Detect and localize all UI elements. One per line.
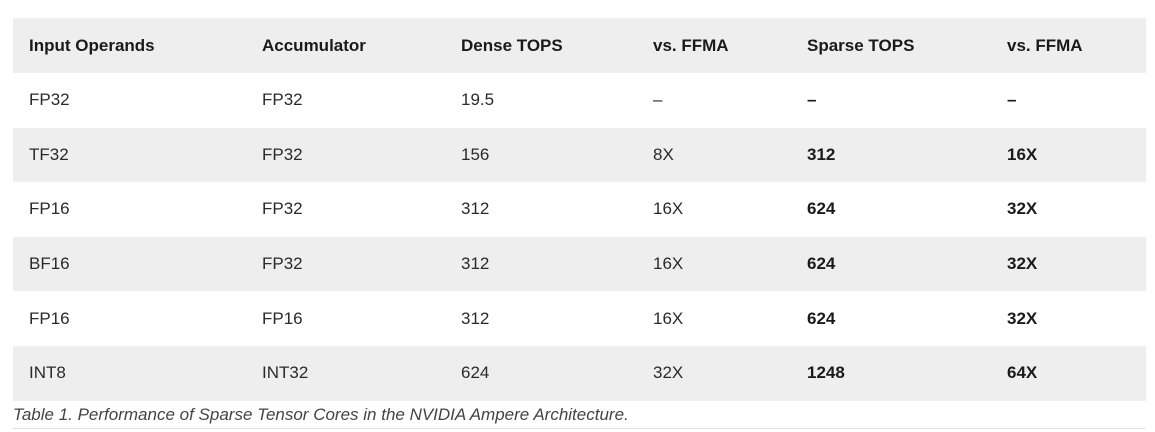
table-caption: Table 1. Performance of Sparse Tensor Co…	[13, 405, 629, 424]
header-dense-tops: Dense TOPS	[461, 35, 563, 55]
table-row: INT8 INT32 624 32X 1248 64X	[13, 345, 1146, 401]
cell-input-operands: FP16	[29, 308, 70, 328]
caption-divider	[13, 428, 1146, 429]
cell-dense-vs-ffma: 8X	[653, 144, 674, 164]
header-sparse-tops: Sparse TOPS	[807, 35, 915, 55]
cell-dense-tops: 624	[461, 363, 490, 383]
header-dense-vs-ffma: vs. FFMA	[653, 35, 729, 55]
performance-table-container: Input Operands Accumulator Dense TOPS vs…	[13, 18, 1146, 401]
cell-sparse-vs-ffma: 32X	[1007, 199, 1038, 219]
cell-sparse-tops: 624	[807, 199, 836, 219]
table-row: BF16 FP32 312 16X 624 32X	[13, 236, 1146, 292]
cell-dense-vs-ffma: 16X	[653, 308, 684, 328]
cell-accumulator: FP32	[262, 90, 303, 110]
cell-input-operands: BF16	[29, 254, 70, 274]
cell-sparse-tops: 624	[807, 308, 836, 328]
cell-dense-tops: 19.5	[461, 90, 495, 110]
cell-accumulator: FP32	[262, 254, 303, 274]
cell-accumulator: FP32	[262, 199, 303, 219]
cell-sparse-tops: 1248	[807, 363, 845, 383]
table-row: FP16 FP32 312 16X 624 32X	[13, 182, 1146, 237]
cell-dense-tops: 312	[461, 254, 490, 274]
cell-sparse-tops: 624	[807, 254, 836, 274]
cell-dense-vs-ffma: –	[653, 90, 663, 110]
table-body: FP32 FP32 19.5 – – – TF32 FP32 156 8X 31…	[13, 73, 1146, 401]
table-row: TF32 FP32 156 8X 312 16X	[13, 127, 1146, 183]
cell-input-operands: FP16	[29, 199, 70, 219]
cell-sparse-vs-ffma: 32X	[1007, 308, 1038, 328]
cell-sparse-vs-ffma: 16X	[1007, 144, 1038, 164]
cell-input-operands: INT8	[29, 363, 66, 383]
cell-input-operands: FP32	[29, 90, 70, 110]
cell-dense-tops: 156	[461, 144, 490, 164]
table-header: Input Operands Accumulator Dense TOPS vs…	[13, 18, 1146, 73]
cell-accumulator: FP32	[262, 144, 303, 164]
performance-table: Input Operands Accumulator Dense TOPS vs…	[13, 18, 1146, 401]
cell-accumulator: FP16	[262, 308, 303, 328]
cell-dense-tops: 312	[461, 308, 490, 328]
header-row: Input Operands Accumulator Dense TOPS vs…	[13, 18, 1146, 73]
cell-accumulator: INT32	[262, 363, 309, 383]
cell-input-operands: TF32	[29, 144, 69, 164]
header-input-operands: Input Operands	[29, 35, 155, 55]
cell-sparse-tops: 312	[807, 144, 836, 164]
header-accumulator: Accumulator	[262, 35, 366, 55]
cell-sparse-vs-ffma: –	[1007, 90, 1017, 110]
cell-sparse-vs-ffma: 32X	[1007, 254, 1038, 274]
cell-dense-tops: 312	[461, 199, 490, 219]
table-row: FP16 FP16 312 16X 624 32X	[13, 291, 1146, 346]
cell-sparse-tops: –	[807, 90, 817, 110]
header-sparse-vs-ffma: vs. FFMA	[1007, 35, 1083, 55]
table-row: FP32 FP32 19.5 – – –	[13, 73, 1146, 128]
cell-sparse-vs-ffma: 64X	[1007, 363, 1038, 383]
cell-dense-vs-ffma: 16X	[653, 254, 684, 274]
cell-dense-vs-ffma: 32X	[653, 363, 684, 383]
cell-dense-vs-ffma: 16X	[653, 199, 684, 219]
